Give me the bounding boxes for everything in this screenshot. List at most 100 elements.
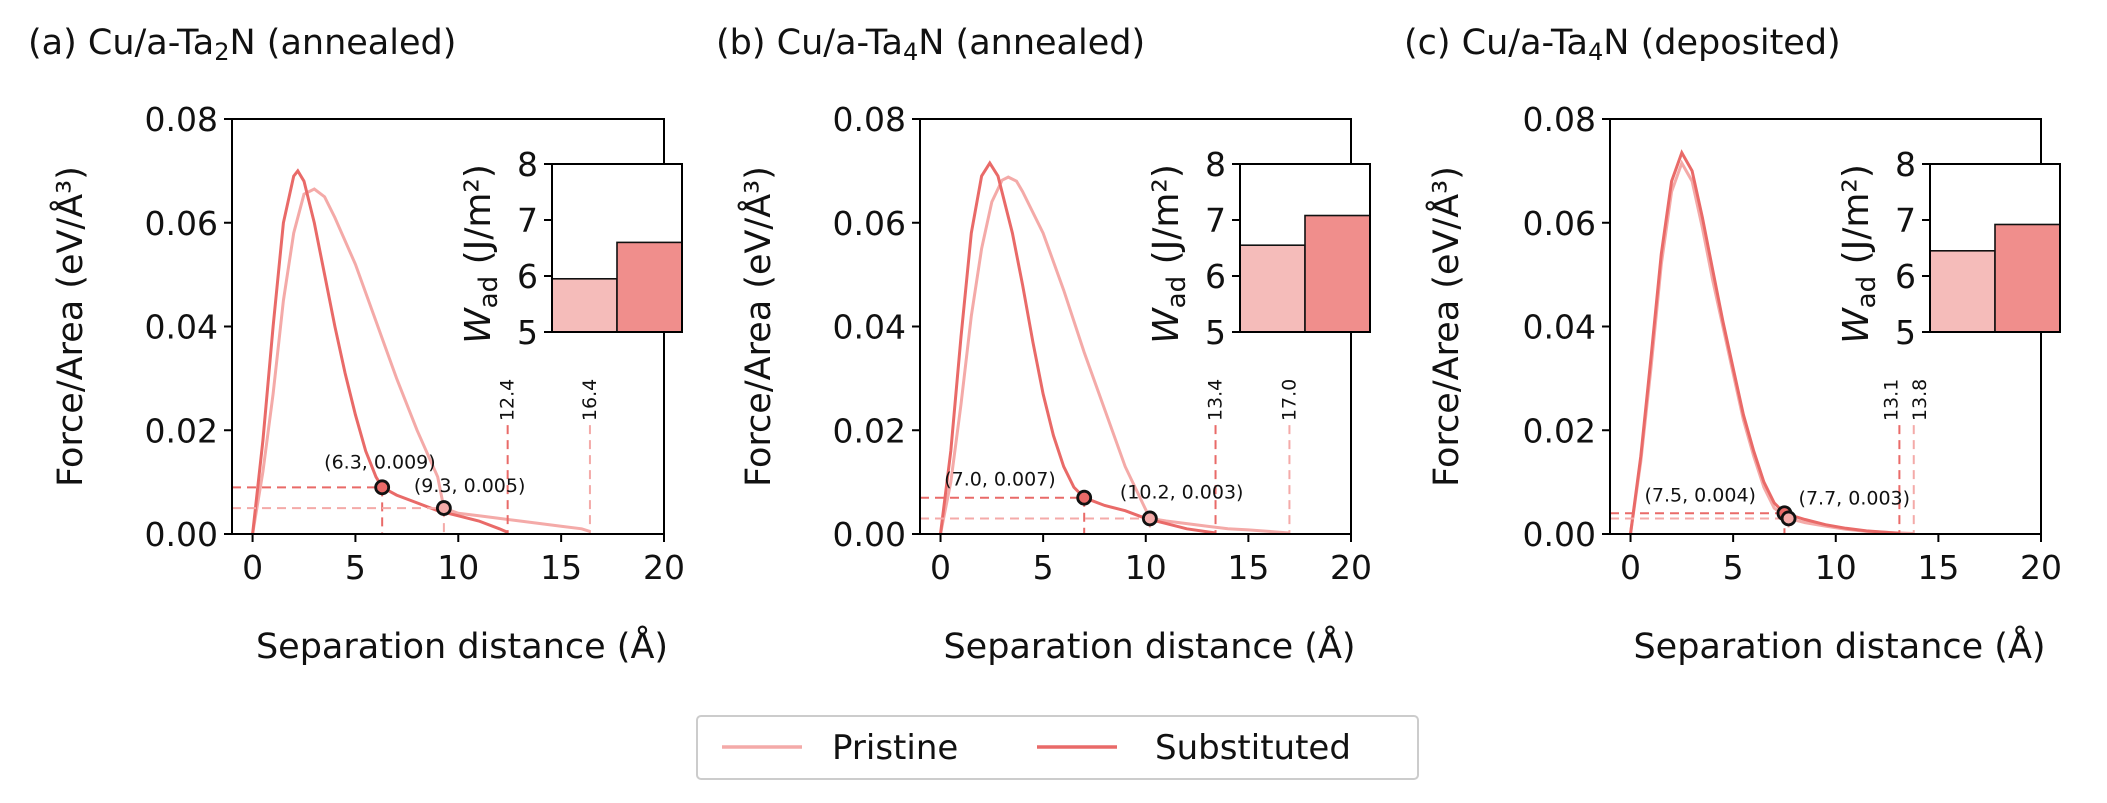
legend-label-substituted: Substituted [1155,728,1351,768]
inset-y-axis-label: Wad (J/m²) [1836,164,1882,344]
y-tick-label: 0.04 [145,308,218,347]
inset-frame [1929,163,2061,333]
x-tick-label: 0 [242,548,263,587]
y-tick-label: 0.08 [1523,100,1596,139]
panel-title-prefix: (a) Cu/a-Ta [28,23,214,63]
inset-y-tick-label: 5 [1895,313,1916,352]
annotation-label: (10.2, 0.003) [1120,481,1244,503]
x-tick-label: 5 [1033,548,1054,587]
inset-bar-pristine [1929,250,1996,333]
cutoff-label: 13.8 [1909,379,1931,421]
x-tick-label: 5 [1723,548,1744,587]
x-axis-label: Separation distance (Å) [1633,624,2045,667]
inset-ylabel-main: W [458,307,499,344]
panel-title: (b) Cu/a-Ta4N (annealed) [716,23,1145,66]
legend: Pristine Substituted [696,715,1419,780]
inset-y-tick-label: 7 [1205,201,1226,240]
inset-ylabel-main: W [1836,307,1877,344]
inset-bar-substituted [1994,223,2061,333]
inset-y-axis-label: Wad (J/m²) [458,164,504,344]
panel-title-suffix: N (annealed) [918,23,1145,63]
panel-title-prefix: (b) Cu/a-Ta [716,23,903,63]
annotation-marker-substituted [1076,489,1093,506]
panel-c: (c) Cu/a-Ta4N (deposited) 13.1 13.8 (7.5, 0… [1404,23,2062,667]
x-tick-label: 5 [345,548,366,587]
inset-bar-substituted [616,241,683,333]
annotation-label: (6.3, 0.009) [324,451,436,473]
inset-ylabel-main: W [1146,307,1187,344]
y-tick-label: 0.00 [1523,515,1596,554]
y-axis-label: Force/Area (eV/Å³) [48,166,91,487]
x-tick-label: 0 [930,548,951,587]
inset-y-tick-label: 6 [1895,257,1916,296]
x-axis-label: Separation distance (Å) [943,624,1355,667]
panel-title-subscript: 4 [903,38,918,66]
x-tick-label: 20 [2020,548,2062,587]
inset-ylabel-sub: ad [474,276,504,308]
x-tick-label: 0 [1620,548,1641,587]
panel-title-suffix: N (deposited) [1603,23,1840,63]
inset-y-tick-label: 7 [1895,201,1916,240]
inset-frame [551,163,683,333]
cutoff-label: 12.4 [497,379,519,421]
y-tick-label: 0.08 [833,100,906,139]
legend-label-pristine: Pristine [832,728,958,768]
y-tick-label: 0.02 [1523,411,1596,450]
panel-title-subscript: 4 [1588,38,1603,66]
inset-y-tick-label: 8 [517,145,538,184]
series-line-substituted [1629,149,1900,534]
inset-bar-chart: 5 6 7 8 Wad (J/m²) [458,145,683,352]
annotation-label: (9.3, 0.005) [414,475,526,497]
y-tick-label: 0.00 [145,515,218,554]
inset-ylabel-units: (J/m²) [1836,164,1877,276]
x-tick-label: 10 [1815,548,1857,587]
y-axis-label: Force/Area (eV/Å³) [1424,166,1467,487]
inset-y-tick-label: 8 [1895,145,1916,184]
annotation-marker-pristine [1780,510,1797,527]
panel-title: (a) Cu/a-Ta2N (annealed) [28,23,456,66]
panel-title-suffix: N (annealed) [229,23,456,63]
inset-bar-pristine [551,277,618,333]
annotation-label: (7.7, 0.003) [1799,487,1911,509]
inset-ylabel-sub: ad [1162,276,1192,308]
inset-y-tick-label: 6 [517,257,538,296]
x-tick-label: 10 [437,548,479,587]
annotation-marker-pristine [1141,510,1158,527]
series-line-pristine [251,187,591,534]
inset-bar-chart: 5 6 7 8 Wad (J/m²) [1836,145,2061,352]
panel-a: (a) Cu/a-Ta2N (annealed) 12.4 16.4 (6.3, 0.… [28,23,685,667]
x-tick-label: 20 [1330,548,1372,587]
inset-y-axis-label: Wad (J/m²) [1146,164,1192,344]
y-tick-label: 0.04 [833,308,906,347]
x-tick-label: 10 [1125,548,1167,587]
y-tick-label: 0.02 [145,411,218,450]
x-tick-label: 15 [540,548,582,587]
inset-bar-chart: 5 6 7 8 Wad (J/m²) [1146,145,1371,352]
inset-ylabel-sub: ad [1852,276,1882,308]
y-axis-label: Force/Area (eV/Å³) [736,166,779,487]
inset-ylabel-units: (J/m²) [1146,164,1187,276]
panel-b: (b) Cu/a-Ta4N (annealed) 13.4 17.0 (7.0, 0.… [716,23,1372,667]
series-line-substituted [939,160,1216,534]
y-tick-label: 0.04 [1523,308,1596,347]
annotation-label: (7.0, 0.007) [944,469,1056,491]
inset-y-tick-label: 5 [517,313,538,352]
y-tick-label: 0.06 [833,204,906,243]
inset-y-tick-label: 6 [1205,257,1226,296]
panel-title: (c) Cu/a-Ta4N (deposited) [1404,23,1841,66]
y-tick-label: 0.06 [1523,204,1596,243]
annotation-label: (7.5, 0.004) [1644,484,1756,506]
y-tick-label: 0.00 [833,515,906,554]
inset-frame [1239,163,1371,333]
inset-y-tick-label: 5 [1205,313,1226,352]
y-tick-label: 0.08 [145,100,218,139]
series-line-pristine [939,175,1290,534]
y-tick-label: 0.06 [145,204,218,243]
inset-bar-substituted [1304,214,1371,333]
x-tick-label: 15 [1227,548,1269,587]
annotation-marker-substituted [374,479,391,496]
inset-ylabel-units: (J/m²) [458,164,499,276]
cutoff-label: 17.0 [1278,379,1300,421]
inset-y-tick-label: 8 [1205,145,1226,184]
